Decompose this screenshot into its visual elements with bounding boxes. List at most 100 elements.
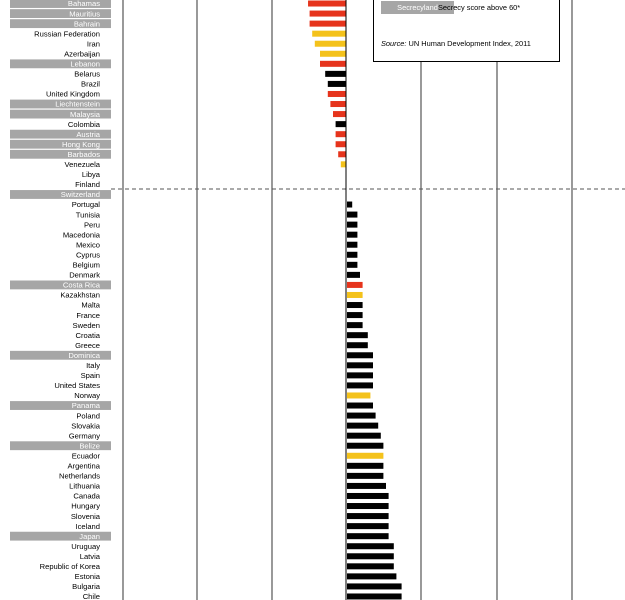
country-label: Dominica [68, 351, 100, 360]
country-label: Spain [81, 371, 100, 380]
bar [347, 452, 384, 459]
bar [347, 221, 358, 228]
country-label: Norway [74, 391, 100, 400]
country-label: Panama [72, 401, 101, 410]
country-label: Bulgaria [72, 582, 101, 591]
bar [335, 121, 346, 128]
bar [309, 10, 346, 17]
country-label: Lebanon [70, 60, 100, 69]
bar [347, 402, 373, 409]
country-label: Sweden [73, 321, 100, 330]
legend-text: Secrecy score above 60* [438, 3, 521, 12]
bar [347, 372, 373, 379]
highlight-bands [10, 0, 111, 541]
bar [347, 482, 386, 489]
bar [320, 60, 346, 67]
country-label: Malaysia [70, 110, 101, 119]
bar [347, 201, 353, 208]
country-label: Bahrain [74, 19, 100, 28]
legend-source-text: UN Human Development Index, 2011 [406, 39, 531, 48]
highlight-band [10, 190, 111, 199]
country-label: Costa Rica [63, 281, 101, 290]
bar [347, 392, 371, 399]
country-label: Iran [87, 39, 100, 48]
bar [312, 30, 346, 37]
country-label: Macedonia [63, 230, 101, 239]
bar [347, 211, 358, 218]
zero-axis [111, 0, 625, 600]
bar [347, 462, 384, 469]
country-label: Belgium [73, 261, 100, 270]
bar [333, 111, 346, 118]
bar [327, 90, 346, 97]
bar [347, 412, 376, 419]
highlight-band [10, 0, 111, 8]
country-label: Argentina [67, 462, 100, 471]
country-label: Colombia [68, 120, 101, 129]
bar [347, 573, 397, 580]
highlight-band [10, 350, 111, 360]
bar [347, 342, 368, 349]
highlight-band [10, 531, 111, 541]
country-label: Slovenia [71, 512, 101, 521]
bar [347, 422, 379, 429]
bar [347, 322, 363, 329]
country-label: Venezuela [65, 160, 101, 169]
country-label: Canada [73, 492, 100, 501]
legend: Secrecyland Secrecy score above 60* Sour… [373, 0, 560, 62]
highlight-band [10, 99, 111, 109]
country-label: Switzerland [61, 190, 100, 199]
country-label: France [76, 311, 100, 320]
bar [347, 583, 402, 590]
bar [347, 271, 360, 278]
bar [347, 553, 394, 560]
country-label: Poland [76, 411, 100, 420]
legend-swatch-secrecyland: Secrecyland [381, 1, 454, 14]
country-label: Japan [79, 532, 100, 541]
country-label: Slovakia [71, 421, 100, 430]
bar [347, 231, 358, 238]
country-label: Iceland [76, 522, 101, 531]
bar [347, 362, 373, 369]
country-label: Bahamas [68, 0, 100, 8]
country-label: Chile [83, 592, 100, 600]
bar [347, 492, 389, 499]
bar [347, 533, 389, 540]
bar [347, 432, 381, 439]
country-label: Barbados [67, 150, 100, 159]
bar [347, 523, 389, 530]
country-label: Belize [79, 441, 100, 450]
bar [314, 40, 346, 47]
bar [347, 281, 363, 288]
country-label: Greece [75, 341, 100, 350]
country-label: Hong Kong [62, 140, 100, 149]
bar [347, 593, 402, 600]
bar [347, 352, 373, 359]
bar [347, 382, 373, 389]
country-label: United States [54, 381, 100, 390]
country-label: Mexico [76, 240, 100, 249]
country-label: Cyprus [76, 250, 100, 259]
country-label: Finland [75, 180, 100, 189]
country-label: Tunisia [76, 210, 101, 219]
country-label: Republic of Korea [40, 562, 101, 571]
bar [327, 80, 346, 87]
bar [320, 50, 346, 57]
country-label: Liechtenstein [55, 100, 100, 109]
bar [347, 302, 363, 309]
bar [347, 261, 358, 268]
bar [347, 442, 384, 449]
bar [347, 563, 394, 570]
bar [347, 513, 389, 520]
bar [347, 241, 358, 248]
country-label: Portugal [72, 200, 101, 209]
highlight-band [10, 280, 111, 290]
country-label: Hungary [71, 502, 100, 511]
bar [340, 161, 346, 168]
bar [309, 20, 346, 27]
country-label: Ecuador [72, 451, 101, 460]
country-label: Latvia [80, 552, 101, 561]
country-label: Denmark [69, 271, 100, 280]
bar [347, 503, 389, 510]
